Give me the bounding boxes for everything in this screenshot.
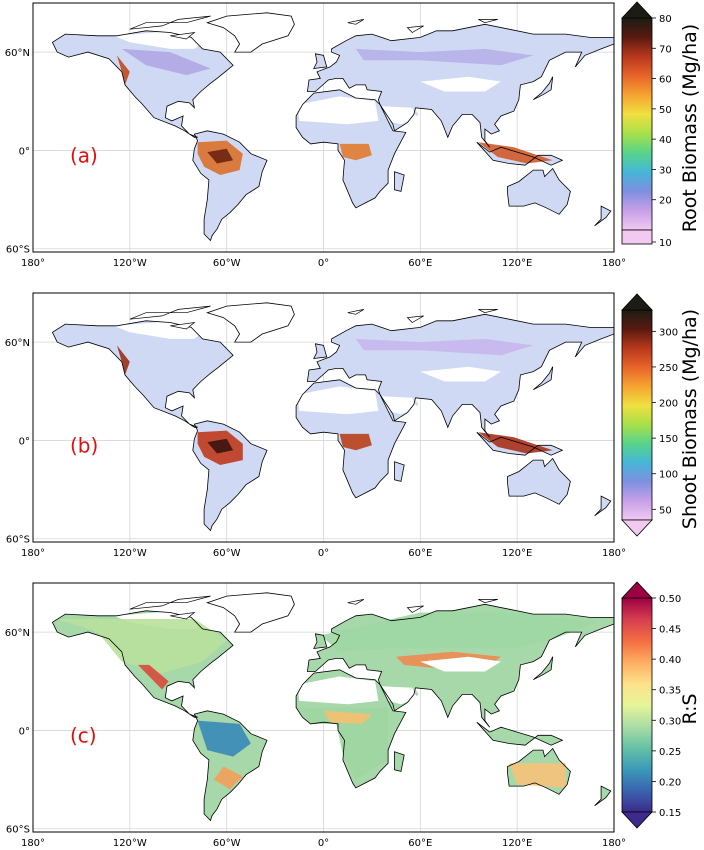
map-c: 180° 120°W 60°W 0° 60°E 120°E 180° 60°N 0° 60°S (c… xyxy=(5,581,701,849)
colorbar: 0.50 0.45 0.40 0.35 0.30 0.25 0.20 0.15 R:S xyxy=(621,581,701,829)
panel-label: (a) xyxy=(70,143,98,167)
colorbar-tick-label: 100 xyxy=(659,470,678,481)
x-tick-label: 180° xyxy=(602,838,626,849)
x-tick-label: 120°E xyxy=(502,258,532,269)
colorbar-tick-label: 80 xyxy=(659,14,672,25)
colorbar-tick-label: 0.25 xyxy=(659,747,681,758)
land-nz xyxy=(594,496,611,516)
land-uk xyxy=(313,53,327,69)
y-tick-label: 0° xyxy=(19,726,30,737)
colorbar-tick-label: 0.30 xyxy=(659,716,681,727)
map-area xyxy=(33,293,614,542)
x-tick-label: 120°E xyxy=(502,548,532,559)
colorbar-tick-label: 0.45 xyxy=(659,625,681,636)
x-tick-label: 0° xyxy=(318,838,329,849)
x-tick-label: 120°W xyxy=(113,258,147,269)
colorbar: 80 70 60 50 40 30 20 10 Root Biomass (Mg/ha) xyxy=(621,1,701,249)
colorbar-title: Shoot Biomass (Mg/ha) xyxy=(679,309,701,529)
colorbar-tick-label: 250 xyxy=(659,363,678,374)
y-tick-label: 60°N xyxy=(5,48,30,59)
colorbar-tick-label: 150 xyxy=(659,434,678,445)
colorbar-tick-label: 50 xyxy=(659,505,672,516)
colorbar-tick-label: 60 xyxy=(659,75,672,86)
colorbar-title: R:S xyxy=(679,693,701,724)
map-area xyxy=(33,3,614,252)
x-tick-label: 60°E xyxy=(408,548,432,559)
land-northAmerica xyxy=(52,30,234,138)
panel-label: (b) xyxy=(70,433,98,457)
land-indonesia xyxy=(476,722,563,746)
map-area xyxy=(33,583,614,832)
colorbar-tick-label: 300 xyxy=(659,327,678,338)
colorbar-tick-label: 0.20 xyxy=(659,777,681,788)
land-japan xyxy=(533,656,553,680)
land-greenland xyxy=(207,12,295,53)
y-tick-label: 60°N xyxy=(5,628,30,639)
colorbar-tick-label: 30 xyxy=(659,165,672,176)
colorbar-tick-label: 0.35 xyxy=(659,686,681,697)
colorbar-tick-label: 10 xyxy=(659,238,672,249)
x-tick-label: 60°W xyxy=(213,258,241,269)
y-tick-label: 0° xyxy=(19,146,30,157)
x-tick-label: 60°E xyxy=(408,258,432,269)
colorbar-title: Root Biomass (Mg/ha) xyxy=(679,24,701,232)
colorbar-tick-label: 0.40 xyxy=(659,655,681,666)
panel-b: 180° 120°W 60°W 0° 60°E 120°E 180° 60°N 0° 60°S (b… xyxy=(0,290,704,580)
y-tick-label: 60°N xyxy=(5,338,30,349)
x-tick-label: 120°W xyxy=(113,838,147,849)
y-tick-label: 0° xyxy=(19,436,30,447)
x-tick-label: 120°W xyxy=(113,548,147,559)
land-uk xyxy=(313,343,327,359)
y-tick-label: 60°S xyxy=(6,245,30,256)
x-tick-label: 180° xyxy=(602,258,626,269)
land-northAmerica xyxy=(52,320,234,428)
x-tick-label: 180° xyxy=(21,548,45,559)
land-japan xyxy=(533,366,553,390)
land-australia xyxy=(507,168,571,215)
x-tick-label: 180° xyxy=(21,838,45,849)
colorbar-tick-label: 20 xyxy=(659,196,672,207)
colorbar-tick-label: 0.15 xyxy=(659,808,681,819)
land-nz xyxy=(594,206,611,226)
panel-label: (c) xyxy=(70,723,97,747)
x-tick-label: 180° xyxy=(21,258,45,269)
land-greenland xyxy=(207,302,295,343)
colorbar-tick-label: 0.50 xyxy=(659,594,681,605)
land-japan xyxy=(533,76,553,100)
x-tick-label: 60°W xyxy=(213,838,241,849)
colorbar-tick-label: 40 xyxy=(659,135,672,146)
map-b: 180° 120°W 60°W 0° 60°E 120°E 180° 60°N 0° 60°S (b… xyxy=(5,292,701,559)
land-greenland xyxy=(207,592,295,633)
x-tick-label: 180° xyxy=(602,548,626,559)
colorbar: 300 250 200 150 100 50 Shoot Biomass (Mg/ha) xyxy=(621,293,701,537)
x-tick-label: 60°E xyxy=(408,838,432,849)
x-tick-label: 120°E xyxy=(502,838,532,849)
colorbar-tick-label: 50 xyxy=(659,105,672,116)
panel-c: 180° 120°W 60°W 0° 60°E 120°E 180° 60°N 0° 60°S (c… xyxy=(0,580,704,850)
x-tick-label: 60°W xyxy=(213,548,241,559)
land-nz xyxy=(594,786,611,806)
colorbar-tick-label: 200 xyxy=(659,399,678,410)
colorbar-tick-label: 70 xyxy=(659,44,672,55)
land-australia xyxy=(507,458,571,505)
x-tick-label: 0° xyxy=(318,548,329,559)
panel-a: 180° 120°W 60°W 0° 60°E 120°E 180° 60°N 0° 60°S (a… xyxy=(0,0,704,290)
y-tick-label: 60°S xyxy=(6,535,30,546)
y-tick-label: 60°S xyxy=(6,825,30,836)
map-a: 180° 120°W 60°W 0° 60°E 120°E 180° 60°N 0° 60°S (a… xyxy=(5,1,701,269)
x-tick-label: 0° xyxy=(318,258,329,269)
